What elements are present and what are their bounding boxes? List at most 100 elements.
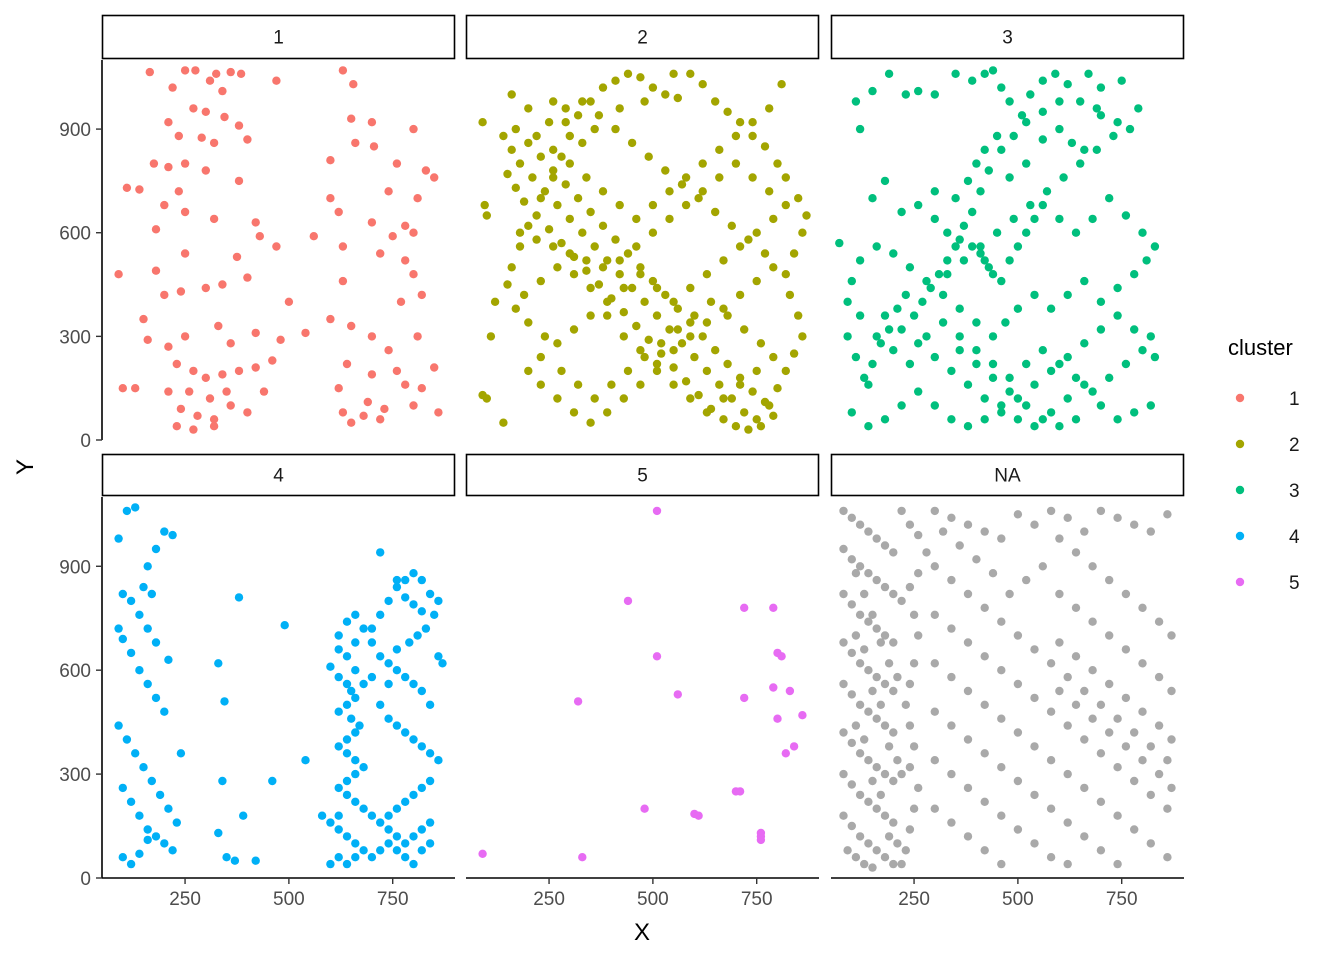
data-point: [1071, 228, 1081, 237]
data-point: [1038, 107, 1048, 117]
data-point: [549, 97, 558, 106]
data-point: [1063, 290, 1072, 300]
data-point: [652, 359, 662, 369]
data-point: [218, 370, 227, 379]
data-point: [421, 624, 431, 633]
data-point: [118, 589, 128, 599]
data-point: [1092, 104, 1102, 113]
data-point: [777, 652, 786, 661]
facet-strip-label: 2: [637, 28, 648, 49]
data-point: [1038, 135, 1048, 144]
data-point: [922, 548, 931, 557]
data-point: [1030, 742, 1039, 751]
data-point: [735, 380, 745, 389]
data-point: [661, 290, 670, 300]
data-point: [636, 263, 645, 272]
data-point: [1071, 700, 1081, 709]
data-point: [268, 776, 277, 786]
data-point: [947, 575, 956, 585]
data-point: [359, 804, 368, 813]
data-point: [507, 145, 516, 154]
data-point: [897, 325, 906, 334]
data-point: [524, 138, 533, 148]
data-point: [1142, 256, 1151, 265]
data-point: [1067, 138, 1077, 148]
data-point: [943, 228, 952, 237]
data-point: [511, 304, 520, 313]
data-point: [122, 735, 132, 744]
data-point: [988, 569, 998, 578]
data-point: [864, 839, 873, 848]
data-point: [930, 756, 939, 765]
data-point: [880, 311, 890, 320]
data-point: [342, 776, 352, 786]
data-point: [1113, 763, 1122, 772]
data-point: [652, 283, 662, 293]
data-point: [1154, 769, 1164, 779]
data-point: [731, 131, 741, 141]
data-point: [347, 714, 356, 723]
data-point: [151, 693, 161, 703]
data-point: [139, 582, 148, 592]
data-point: [503, 280, 512, 289]
data-point: [847, 821, 856, 831]
data-point: [619, 283, 628, 293]
data-point: [486, 332, 496, 341]
facet-panel-2: 2: [465, 14, 820, 434]
data-point: [417, 384, 426, 393]
data-point: [326, 662, 335, 671]
x-tick-label: 500: [273, 889, 305, 910]
data-point: [839, 506, 848, 516]
data-point: [553, 200, 562, 210]
data-point: [342, 617, 352, 626]
data-point: [1013, 510, 1023, 519]
data-point: [226, 339, 235, 348]
data-point: [963, 520, 973, 529]
data-point: [174, 187, 183, 196]
data-point: [735, 290, 745, 300]
data-point: [930, 659, 939, 668]
data-point: [947, 366, 956, 376]
data-point: [951, 242, 960, 251]
data-point: [268, 356, 277, 365]
data-point: [1138, 228, 1147, 237]
data-point: [839, 769, 848, 779]
data-point: [992, 228, 1002, 237]
data-point: [220, 112, 229, 122]
data-point: [665, 214, 674, 224]
data-point: [972, 318, 981, 327]
data-point: [860, 735, 869, 744]
data-point: [578, 228, 587, 237]
data-point: [748, 118, 757, 127]
data-point: [1030, 214, 1039, 224]
data-point: [1130, 408, 1139, 417]
data-point: [636, 73, 645, 82]
data-point: [980, 603, 989, 612]
data-point: [392, 575, 402, 585]
data-point: [980, 415, 989, 424]
data-point: [909, 311, 919, 320]
data-point: [735, 373, 745, 382]
data-point: [536, 194, 545, 203]
data-point: [947, 624, 956, 633]
data-point: [135, 811, 144, 820]
data-point: [623, 69, 633, 79]
data-point: [868, 776, 877, 786]
data-point: [131, 384, 140, 393]
data-point: [376, 415, 385, 424]
data-point: [425, 749, 435, 758]
data-point: [1063, 672, 1072, 682]
data-point: [259, 387, 269, 396]
data-point: [1113, 811, 1122, 820]
data-point: [409, 832, 418, 841]
data-point: [976, 187, 985, 196]
data-point: [367, 624, 377, 633]
data-points: [839, 506, 1176, 872]
data-point: [901, 90, 910, 99]
data-point: [930, 707, 939, 716]
data-point: [748, 173, 757, 182]
legend-label: 2: [1289, 435, 1300, 456]
data-point: [847, 513, 856, 522]
data-point: [417, 607, 426, 616]
data-point: [1046, 853, 1056, 862]
